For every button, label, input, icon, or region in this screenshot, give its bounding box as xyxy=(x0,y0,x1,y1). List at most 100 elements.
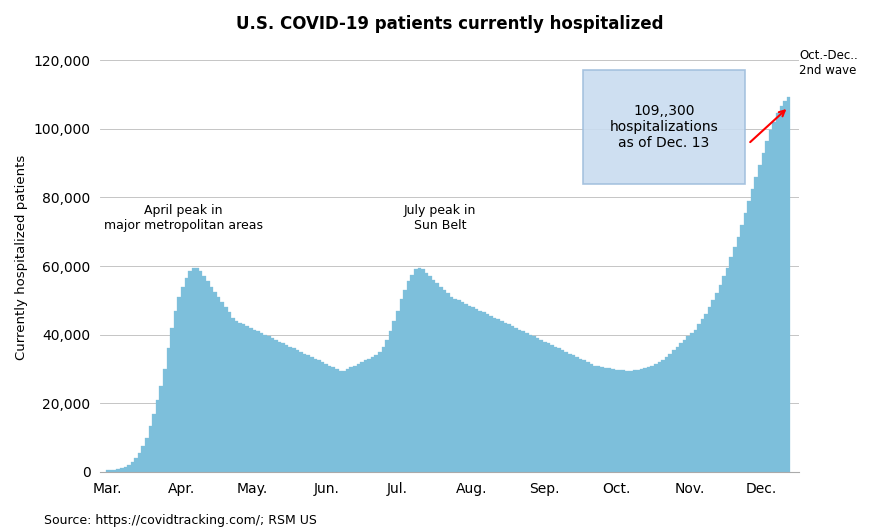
Bar xyxy=(260,333,264,472)
Bar xyxy=(385,340,388,472)
Bar xyxy=(611,369,615,472)
Bar xyxy=(669,354,672,472)
Bar xyxy=(181,287,184,472)
Bar xyxy=(109,470,113,472)
Bar xyxy=(224,307,228,472)
Bar xyxy=(163,369,167,472)
Bar xyxy=(475,309,478,472)
Bar xyxy=(553,347,557,472)
Bar xyxy=(274,340,278,472)
Bar xyxy=(478,311,482,472)
Bar xyxy=(711,301,715,472)
Bar xyxy=(737,237,740,472)
Bar xyxy=(654,364,657,472)
Bar xyxy=(601,367,604,472)
Bar xyxy=(693,329,698,472)
Bar xyxy=(113,470,116,472)
Bar xyxy=(353,365,356,472)
Bar xyxy=(754,177,758,472)
Bar xyxy=(629,371,633,472)
Bar xyxy=(296,350,299,472)
Bar xyxy=(633,370,636,472)
Bar xyxy=(625,371,629,472)
Bar xyxy=(661,360,665,472)
Bar xyxy=(540,340,543,472)
Bar xyxy=(414,270,417,472)
Bar xyxy=(783,101,787,472)
Bar xyxy=(213,292,217,472)
Bar xyxy=(134,458,138,472)
Bar xyxy=(485,314,489,472)
Bar xyxy=(342,371,346,472)
Bar xyxy=(615,370,618,472)
Bar xyxy=(604,368,608,472)
Bar xyxy=(705,314,708,472)
Bar xyxy=(579,359,582,472)
Bar xyxy=(256,331,260,472)
Bar xyxy=(429,276,432,472)
Bar xyxy=(324,364,328,472)
Bar xyxy=(252,329,256,472)
Bar xyxy=(665,357,669,472)
Y-axis label: Currently hospitalized patients: Currently hospitalized patients xyxy=(15,155,28,360)
Bar xyxy=(206,281,210,472)
Bar xyxy=(471,307,475,472)
Bar xyxy=(769,130,773,472)
Bar xyxy=(686,336,690,472)
Bar xyxy=(500,321,504,472)
Bar xyxy=(439,287,443,472)
Bar xyxy=(378,352,382,472)
Bar xyxy=(715,294,718,472)
Bar xyxy=(776,113,780,472)
Bar xyxy=(443,290,446,472)
Bar xyxy=(199,271,203,472)
Bar xyxy=(167,348,170,472)
Bar xyxy=(332,367,335,472)
Text: Oct.-Dec..
2nd wave: Oct.-Dec.. 2nd wave xyxy=(800,49,858,78)
Bar xyxy=(356,364,361,472)
Bar xyxy=(758,165,761,472)
Bar xyxy=(231,318,235,472)
Text: Source: https://covidtracking.com/; RSM US: Source: https://covidtracking.com/; RSM … xyxy=(44,514,317,527)
Bar xyxy=(672,350,676,472)
Bar xyxy=(676,347,679,472)
Bar xyxy=(317,360,320,472)
Bar xyxy=(310,357,313,472)
Bar xyxy=(364,360,368,472)
Bar xyxy=(657,362,661,472)
Bar xyxy=(636,370,640,472)
Bar xyxy=(188,271,192,472)
Text: April peak in
major metropolitan areas: April peak in major metropolitan areas xyxy=(104,204,263,232)
Bar xyxy=(453,298,457,472)
Bar xyxy=(424,273,429,472)
Bar xyxy=(436,283,439,472)
Bar xyxy=(647,367,650,472)
Bar xyxy=(744,213,747,472)
Bar xyxy=(127,465,131,472)
Bar xyxy=(536,338,540,472)
Bar xyxy=(203,276,206,472)
Bar xyxy=(346,369,349,472)
Bar xyxy=(396,311,400,472)
Bar xyxy=(575,357,579,472)
Bar xyxy=(217,297,220,472)
Bar xyxy=(679,343,683,472)
Bar xyxy=(184,278,188,472)
Bar xyxy=(271,338,274,472)
Bar xyxy=(589,364,593,472)
Bar xyxy=(701,319,705,472)
Text: July peak in
Sun Belt: July peak in Sun Belt xyxy=(404,204,477,232)
Bar xyxy=(608,368,611,472)
Bar xyxy=(708,307,711,472)
Bar xyxy=(497,319,500,472)
Bar xyxy=(683,340,686,472)
Bar xyxy=(242,325,245,472)
Bar xyxy=(482,312,485,472)
Bar xyxy=(299,352,303,472)
Bar xyxy=(560,350,565,472)
Bar xyxy=(407,281,410,472)
Bar xyxy=(650,365,654,472)
Bar xyxy=(751,189,754,472)
Bar xyxy=(565,352,568,472)
Bar xyxy=(729,257,733,472)
